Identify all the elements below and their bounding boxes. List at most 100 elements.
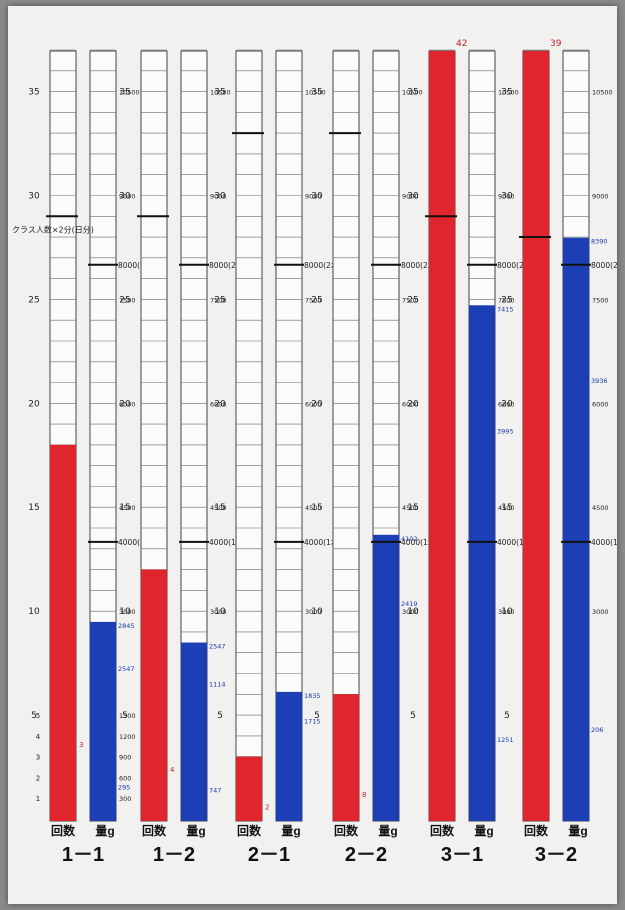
- group-4-count-label: 回数: [334, 823, 359, 838]
- group-5-amount-note: 1251: [497, 736, 514, 744]
- count-tick-label: 30: [28, 191, 40, 201]
- count-low-tick-label: 4: [36, 733, 41, 741]
- count-tick-label: 30: [214, 191, 226, 201]
- group-3-label: 2－1: [248, 844, 290, 866]
- amount-tick-label: 9000: [119, 192, 136, 200]
- group-3-4000-label: 4000(1本): [304, 537, 341, 547]
- amount-tick-label: 7500: [592, 296, 609, 304]
- amount-tick-label: 7500: [402, 296, 419, 304]
- group-5-amount-note: 3995: [497, 428, 514, 436]
- group-1-8000-label: 8000(2本): [118, 260, 155, 270]
- count-tick-label: 25: [119, 295, 130, 305]
- amount-tick-label: 4500: [592, 504, 609, 512]
- count-tick-label: 35: [311, 88, 322, 98]
- count-tick-label: 25: [214, 295, 225, 305]
- amount-tick-label: 7500: [210, 296, 227, 304]
- count-tick-label: 5: [31, 711, 37, 721]
- group-2-4000-label: 4000(1本): [209, 537, 246, 547]
- count-tick-label: 20: [28, 399, 40, 409]
- amount-tick-label: 6000: [305, 400, 322, 408]
- count-tick-label: 20: [311, 399, 323, 409]
- count-tick-label: 30: [119, 191, 131, 201]
- count-low-tick-label: 2: [36, 774, 40, 782]
- count-tick-label: 5: [504, 711, 510, 721]
- amount-tick-label: 6000: [592, 400, 609, 408]
- group-3-amount-note: 1835: [304, 692, 321, 700]
- group-4-8000-label: 8000(2本): [401, 260, 438, 270]
- amount-tick-label: 9000: [498, 192, 515, 200]
- group-3-count-bar: [236, 756, 262, 821]
- amount-tick-label: 7500: [305, 296, 322, 304]
- count-tick-label: 10: [311, 607, 323, 617]
- group-5-count-note: 42: [456, 39, 467, 49]
- group-1-amount-note: 2845: [118, 622, 135, 630]
- group-1-count-bar: [50, 444, 76, 821]
- amount-tick-label: 4500: [305, 504, 322, 512]
- group-5-amount-note: 7415: [497, 305, 514, 313]
- group-3-8000-label: 8000(2本): [304, 260, 341, 270]
- group-1-count-label: 回数: [51, 823, 76, 838]
- amount-tick-label: 4500: [498, 504, 515, 512]
- amount-tick-label: 10500: [305, 89, 326, 97]
- amount-low-tick-label: 300: [119, 795, 131, 803]
- count-tick-label: 10: [28, 607, 40, 617]
- group-3-count-tube: [235, 50, 263, 822]
- amount-low-tick-label: 600: [119, 774, 131, 782]
- count-tick-label: 25: [28, 295, 39, 305]
- count-tick-label: 35: [119, 88, 130, 98]
- group-4-label: 2－2: [345, 844, 387, 866]
- count-tick-label: 10: [501, 607, 513, 617]
- amount-tick-label: 7500: [498, 296, 515, 304]
- group-1-label: 1－1: [62, 844, 104, 866]
- amount-tick-label: 3000: [592, 608, 609, 616]
- amount-tick-label: 6000: [402, 400, 419, 408]
- group-5-8000-label: 8000(2本): [497, 260, 534, 270]
- group-6-count-label: 回数: [524, 823, 549, 838]
- group-4-amount-note: 2419: [401, 600, 418, 608]
- group-2-amount-note: 747: [209, 787, 221, 795]
- group-2-8000-label: 8000(2本): [209, 260, 246, 270]
- count-tick-label: 15: [28, 503, 39, 513]
- group-6-4000-label: 4000(1本): [591, 537, 617, 547]
- group-2-amount-note: 1114: [209, 681, 226, 689]
- count-tick-label: 15: [501, 503, 512, 513]
- amount-tick-label: 10500: [210, 89, 231, 97]
- amount-low-tick-label: 1200: [119, 733, 136, 741]
- amount-tick-label: 4500: [402, 504, 419, 512]
- group-4-count-note: 8: [362, 791, 366, 799]
- bar-chart: 5101520253035300045006000750090001050032…: [12, 39, 617, 866]
- group-3-amount-label: 量g: [281, 824, 300, 838]
- count-tick-label: 35: [28, 88, 39, 98]
- count-tick-label: 5: [410, 711, 416, 721]
- group-2-amount-note: 2547: [209, 643, 226, 651]
- group-1-amount-label: 量g: [95, 824, 114, 838]
- group-2-amount-bar: [181, 642, 207, 821]
- group-5-label: 3－1: [441, 844, 483, 866]
- group-6-amount-bar: [563, 237, 589, 822]
- amount-tick-label: 9000: [592, 192, 609, 200]
- amount-tick-label: 10500: [402, 89, 423, 97]
- group-2-count-label: 回数: [142, 823, 167, 838]
- count-tick-label: 15: [119, 503, 130, 513]
- group-2-label: 1－2: [153, 844, 195, 866]
- count-low-tick-label: 1: [36, 795, 40, 803]
- group-5-amount-label: 量g: [474, 824, 493, 838]
- count-tick-label: 20: [119, 399, 131, 409]
- count-tick-label: 30: [311, 191, 323, 201]
- amount-tick-label: 3000: [402, 608, 419, 616]
- count-tick-label: 15: [407, 503, 418, 513]
- group-6-label: 3－2: [535, 844, 577, 866]
- group-1-amount-bar: [90, 621, 116, 821]
- amount-tick-label: 6000: [498, 400, 515, 408]
- count-tick-label: 35: [501, 88, 512, 98]
- group-2-count-bar: [141, 569, 167, 821]
- class-days-label: クラス人数×2分(日分): [12, 224, 94, 234]
- amount-tick-label: 6000: [119, 400, 136, 408]
- group-6-amount-note: 8390: [591, 238, 608, 246]
- amount-tick-label: 7500: [119, 296, 136, 304]
- amount-tick-label: 10500: [119, 89, 140, 97]
- group-3-count-note: 2: [265, 804, 269, 812]
- amount-tick-label: 10500: [498, 89, 519, 97]
- group-4-4000-label: 4000(1本): [401, 537, 438, 547]
- group-1-count-note: 3: [79, 741, 83, 749]
